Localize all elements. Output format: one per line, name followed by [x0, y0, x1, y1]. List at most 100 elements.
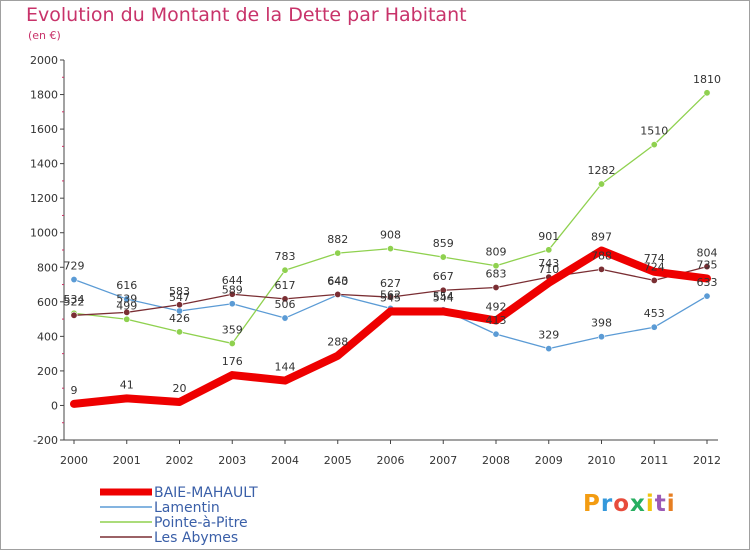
data-point [176, 328, 184, 336]
data-point [650, 276, 658, 284]
x-tick-label: 2004 [271, 454, 299, 467]
data-label: 683 [486, 267, 507, 280]
brand-letter: i [666, 491, 676, 517]
data-point [545, 246, 553, 254]
data-label: 398 [591, 317, 612, 330]
data-point [123, 295, 131, 303]
chart-title: Evolution du Montant de la Dette par Hab… [26, 4, 467, 26]
x-tick-label: 2000 [60, 454, 88, 467]
data-label: 288 [327, 336, 348, 349]
data-point [703, 263, 711, 271]
data-label: 506 [275, 298, 296, 311]
brand-logo: Proxiti [583, 491, 676, 517]
data-label: 534 [64, 293, 85, 306]
y-tick-label: 2000 [30, 54, 58, 67]
data-point [597, 265, 605, 273]
data-label: 1510 [640, 125, 668, 138]
data-label: 882 [327, 233, 348, 246]
data-label: 426 [169, 312, 190, 325]
data-label: 667 [433, 270, 454, 283]
data-point [597, 180, 605, 188]
data-label: 640 [327, 275, 348, 288]
data-point [650, 141, 658, 149]
data-label: 901 [538, 230, 559, 243]
y-tick-label: 400 [37, 330, 58, 343]
x-tick-label: 2012 [693, 454, 721, 467]
data-point [492, 283, 500, 291]
data-label: 859 [433, 237, 454, 250]
data-label: 644 [222, 274, 243, 287]
brand-letter: r [600, 491, 614, 517]
brand-letter: o [613, 491, 631, 517]
y-tick-label: 800 [37, 261, 58, 274]
data-point [281, 295, 289, 303]
data-label: 583 [169, 285, 190, 298]
x-tick-label: 2006 [377, 454, 405, 467]
y-tick-label: -200 [33, 434, 58, 447]
data-label: 724 [644, 260, 665, 273]
chart-axes: -200 0 200 400 600 800 1000 1200 1400 1600 1800 200… [30, 54, 721, 467]
brand-letter: x [630, 491, 646, 517]
data-point [281, 314, 289, 322]
x-tick-label: 2010 [588, 454, 616, 467]
data-point [70, 311, 78, 319]
data-label: 627 [380, 277, 401, 290]
data-point [281, 266, 289, 274]
y-tick-label: 1400 [30, 158, 58, 171]
data-point [492, 330, 500, 338]
data-label: 643 [327, 274, 348, 287]
x-tick-label: 2003 [218, 454, 246, 467]
data-point [228, 339, 236, 347]
data-point [386, 293, 394, 301]
data-label: 617 [275, 279, 296, 292]
data-point [123, 308, 131, 316]
series-line-0 [70, 246, 711, 408]
data-labels: 729 616 547 589 506 640 562 554 413 329 398 453 633 5… [64, 73, 722, 397]
data-label: 783 [275, 250, 296, 263]
data-label: 774 [644, 252, 665, 265]
data-label: 522 [64, 295, 85, 308]
data-label: 413 [486, 314, 507, 327]
x-tick-label: 2009 [535, 454, 563, 467]
data-label: 41 [120, 378, 134, 391]
y-tick-label: 1800 [30, 89, 58, 102]
data-label: 743 [538, 257, 559, 270]
data-point [228, 290, 236, 298]
data-point [545, 345, 553, 353]
data-point [334, 249, 342, 257]
data-label: 499 [116, 299, 137, 312]
data-label: 144 [275, 361, 296, 374]
data-label: 359 [222, 323, 243, 336]
data-label: 908 [380, 229, 401, 242]
data-label: 633 [697, 276, 718, 289]
y-tick-label: 600 [37, 296, 58, 309]
chart-subtitle: (en €) [28, 29, 61, 42]
data-point [492, 262, 500, 270]
y-tick-label: 0 [51, 399, 58, 412]
y-tick-label: 1000 [30, 227, 58, 240]
data-label: 9 [71, 384, 78, 397]
data-label: 710 [538, 263, 559, 276]
data-point [386, 245, 394, 253]
data-label: 589 [222, 284, 243, 297]
data-point [228, 300, 236, 308]
data-label: 616 [116, 279, 137, 292]
x-tick-label: 2011 [640, 454, 668, 467]
data-label: 453 [644, 307, 665, 320]
data-label: 562 [380, 288, 401, 301]
data-point [439, 253, 447, 261]
x-tick-label: 2007 [429, 454, 457, 467]
data-label: 809 [486, 246, 507, 259]
data-point [176, 301, 184, 309]
data-point [70, 276, 78, 284]
brand-letter: t [654, 491, 667, 517]
legend-label: Les Abymes [154, 530, 238, 546]
x-tick-label: 2008 [482, 454, 510, 467]
series-layer [70, 89, 711, 408]
data-point [703, 292, 711, 300]
brand-letter: i [645, 491, 655, 517]
data-label: 554 [433, 290, 454, 303]
